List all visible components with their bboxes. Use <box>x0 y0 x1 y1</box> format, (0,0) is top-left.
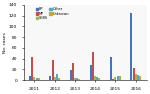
Bar <box>130 13 132 80</box>
Bar <box>112 79 114 80</box>
Bar <box>56 74 58 80</box>
Bar <box>96 77 98 80</box>
Bar <box>78 79 80 80</box>
Y-axis label: No. cases: No. cases <box>3 32 8 53</box>
Bar <box>70 70 72 80</box>
Bar <box>117 76 119 80</box>
Bar <box>58 78 60 80</box>
Legend: BP, MP, SEBS, Other, Unknown: BP, MP, SEBS, Other, Unknown <box>35 7 69 20</box>
Bar <box>133 68 135 80</box>
Bar <box>29 76 31 80</box>
Bar <box>90 65 92 80</box>
Bar <box>139 76 141 80</box>
Bar <box>114 77 116 80</box>
Bar <box>110 58 112 80</box>
Bar <box>94 76 96 80</box>
Bar <box>135 74 137 80</box>
Bar <box>38 78 40 80</box>
Bar <box>50 76 51 80</box>
Bar <box>54 77 56 80</box>
Bar <box>74 78 76 80</box>
Bar <box>98 78 101 80</box>
Bar <box>119 76 121 80</box>
Bar <box>137 75 139 80</box>
Bar <box>36 78 38 80</box>
Bar <box>31 58 33 80</box>
Bar <box>76 78 78 80</box>
Bar <box>33 77 36 80</box>
Bar <box>92 52 94 80</box>
Bar <box>72 63 74 80</box>
Bar <box>52 60 54 80</box>
